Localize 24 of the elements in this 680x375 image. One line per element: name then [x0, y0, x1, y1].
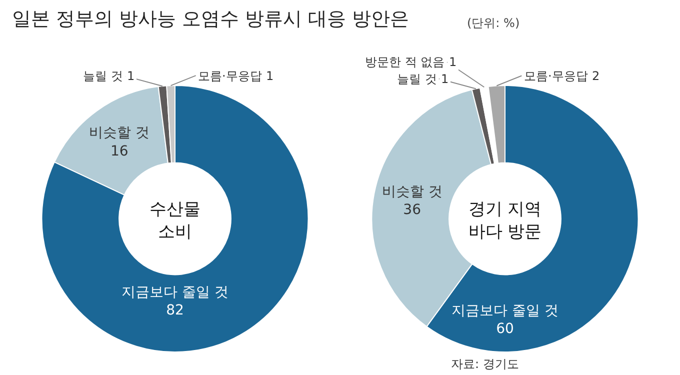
data-label: 60 [496, 321, 514, 337]
data-label: 1 [449, 55, 457, 69]
slice-label: 지금보다 줄일 것 [122, 284, 228, 301]
legend-label: 방문한 적 없음 [365, 55, 445, 69]
slice-label: 늘릴 것 [397, 72, 437, 86]
text: (단위: %) [467, 16, 520, 30]
text: 자료: 경기도 [451, 357, 519, 371]
data-label: 1 [441, 72, 449, 86]
slice-label: 늘릴 것 [83, 69, 123, 83]
slice-label: 모름·무응답 [198, 69, 262, 83]
slice-label: 비슷할 것 [382, 184, 442, 200]
data-label: 16 [110, 143, 128, 160]
slice-label: 모름·무응답 [524, 69, 588, 83]
text: 일본 정부의 방사능 오염수 방류시 대응 방안은 [12, 8, 410, 30]
data-label: 2 [592, 69, 600, 83]
text: 경기 지역 바다 방문 [468, 200, 542, 242]
data-label: 82 [166, 302, 184, 319]
slice-label: 비슷할 것 [89, 125, 150, 142]
slice-label: 지금보다 줄일 것 [452, 302, 558, 319]
data-label: 1 [266, 69, 274, 83]
text: 수산물 소비 [150, 200, 200, 242]
data-label: 1 [127, 69, 135, 83]
data-label: 36 [403, 202, 422, 218]
donut-slice [41, 85, 309, 352]
